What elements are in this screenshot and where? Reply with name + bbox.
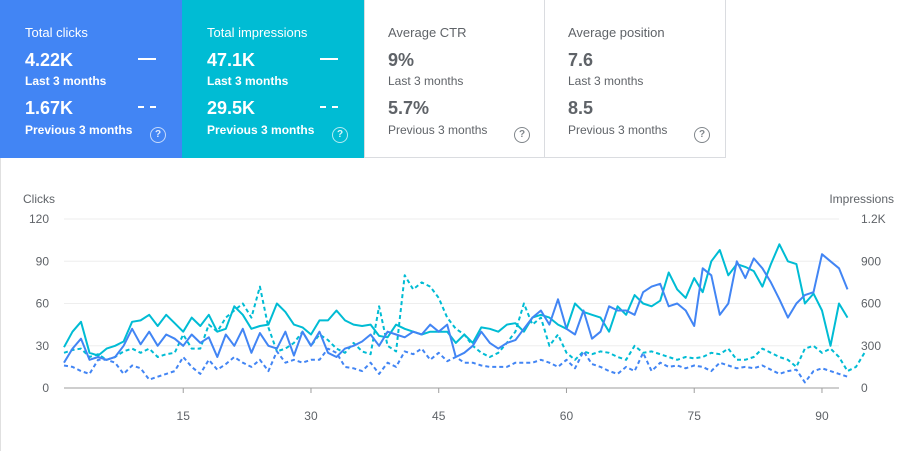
total-clicks-card[interactable]: Total clicks 4.22K Last 3 months 1.67K P… [0, 0, 182, 158]
current-value: 4.22K [25, 50, 74, 70]
y-tick-label-right: 0 [861, 381, 868, 395]
help-icon[interactable]: ? [332, 127, 348, 143]
y-axis-label-right: Impressions [829, 192, 894, 206]
metric-cards: Total clicks 4.22K Last 3 months 1.67K P… [0, 0, 726, 158]
y-tick-label-left: 60 [36, 297, 50, 311]
current-value: 7.6 [568, 50, 594, 70]
series-line-impressions_current [63, 243, 849, 357]
current-label: Last 3 months [25, 74, 107, 88]
series-line-impressions_previous [63, 274, 866, 373]
gridlines [64, 218, 839, 393]
previous-value: 8.5 [568, 98, 594, 118]
current-label: Last 3 months [207, 74, 289, 88]
card-title: Average position [568, 25, 665, 40]
total-impressions-card[interactable]: Total impressions 47.1K Last 3 months 29… [182, 0, 364, 158]
x-tick-label: 75 [688, 409, 702, 423]
current-value: 47.1K [207, 50, 256, 70]
solid-line-legend-icon [320, 58, 338, 60]
help-icon[interactable]: ? [514, 127, 530, 143]
x-tick-label: 60 [560, 409, 574, 423]
series-line-clicks_current [63, 253, 849, 364]
axis-labels: Clicks Impressions 0 0 30 300 60 600 90 900 120 1… [23, 192, 894, 423]
current-value: 9% [388, 50, 415, 70]
y-tick-label-left: 90 [36, 254, 50, 268]
help-icon[interactable]: ? [694, 127, 710, 143]
previous-label: Previous 3 months [25, 123, 133, 137]
current-label: Last 3 months [388, 74, 464, 88]
dashed-line-legend-icon [320, 106, 338, 108]
previous-value: 29.5K [207, 98, 256, 118]
previous-label: Previous 3 months [207, 123, 315, 137]
y-tick-label-right: 900 [861, 254, 881, 268]
line-chart-svg: Clicks Impressions 0 0 30 300 60 600 90 900 120 1… [23, 192, 894, 423]
card-title: Total impressions [207, 25, 308, 40]
dashed-line-legend-icon [138, 106, 156, 108]
x-tick-label: 15 [177, 409, 191, 423]
average-position-card[interactable]: Average position 7.6 Last 3 months 8.5 P… [545, 0, 726, 158]
previous-label: Previous 3 months [568, 123, 668, 137]
y-tick-label-right: 600 [861, 297, 881, 311]
previous-value: 1.67K [25, 98, 74, 118]
previous-label: Previous 3 months [388, 123, 488, 137]
previous-value: 5.7% [388, 98, 430, 118]
card-title: Average CTR [388, 25, 467, 40]
solid-line-legend-icon [138, 58, 156, 60]
performance-chart: Clicks Impressions 0 0 30 300 60 600 90 900 120 1… [0, 158, 914, 451]
current-label: Last 3 months [568, 74, 644, 88]
help-icon[interactable]: ? [150, 127, 166, 143]
series-lines [63, 243, 866, 384]
x-tick-label: 45 [432, 409, 446, 423]
x-tick-label: 30 [304, 409, 318, 423]
card-title: Total clicks [25, 25, 88, 40]
x-tick-label: 90 [815, 409, 829, 423]
average-ctr-card[interactable]: Average CTR 9% Last 3 months 5.7% Previo… [364, 0, 545, 158]
y-tick-label-right: 1.2K [861, 212, 886, 226]
y-axis-label-left: Clicks [23, 192, 55, 206]
y-tick-label-left: 30 [36, 339, 50, 353]
y-tick-label-left: 120 [29, 212, 49, 226]
y-tick-label-right: 300 [861, 339, 881, 353]
y-tick-label-left: 0 [42, 381, 49, 395]
